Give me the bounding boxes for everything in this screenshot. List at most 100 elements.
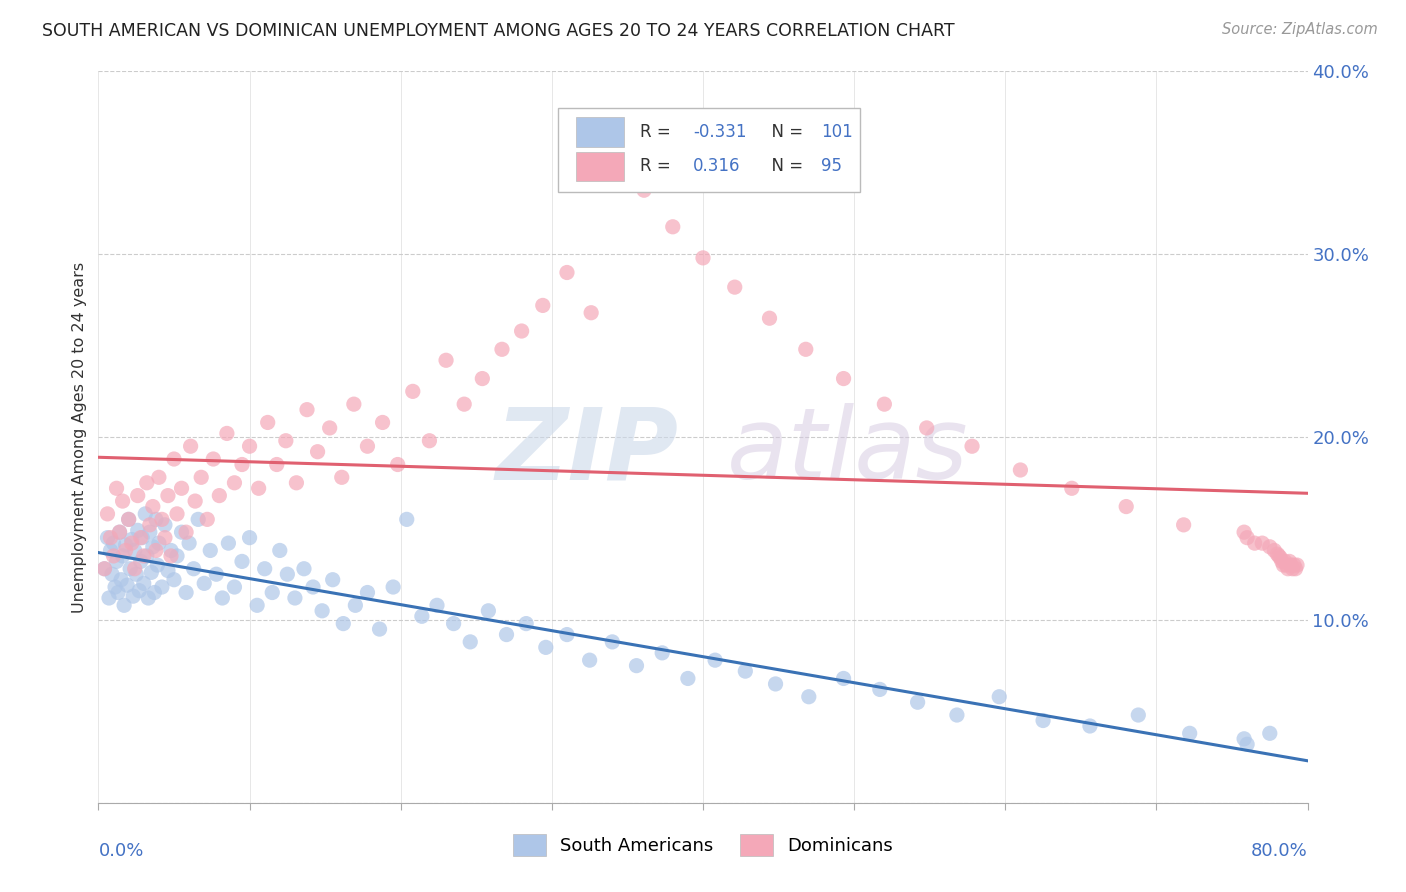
Point	[387, 458, 409, 472]
Point	[174, 585, 197, 599]
Text: R =: R =	[640, 158, 682, 176]
Point	[166, 549, 188, 563]
Point	[111, 494, 134, 508]
Point	[132, 549, 155, 563]
Point	[318, 421, 340, 435]
Point	[170, 525, 193, 540]
Point	[1281, 562, 1303, 576]
Point	[262, 585, 284, 599]
Point	[344, 599, 367, 613]
Text: ZIP: ZIP	[496, 403, 679, 500]
Point	[184, 494, 207, 508]
Point	[395, 512, 418, 526]
Point	[1236, 531, 1258, 545]
Point	[153, 531, 176, 545]
Point	[111, 549, 134, 563]
Point	[1236, 737, 1258, 751]
Point	[187, 512, 209, 526]
Text: R =: R =	[640, 123, 676, 141]
Point	[231, 554, 253, 568]
Point	[253, 562, 276, 576]
Point	[101, 567, 124, 582]
Point	[661, 219, 683, 234]
Point	[411, 609, 433, 624]
Point	[121, 536, 143, 550]
Point	[105, 481, 128, 495]
Point	[105, 554, 128, 568]
Point	[142, 500, 165, 514]
Point	[100, 531, 122, 545]
Point	[534, 640, 557, 655]
Point	[1285, 558, 1308, 573]
Point	[555, 627, 578, 641]
Point	[139, 517, 162, 532]
Point	[139, 525, 162, 540]
Point	[150, 580, 173, 594]
Point	[915, 421, 938, 435]
Point	[330, 470, 353, 484]
Text: atlas: atlas	[727, 403, 969, 500]
Point	[274, 434, 297, 448]
Point	[160, 543, 183, 558]
Point	[122, 589, 145, 603]
Point	[145, 543, 167, 558]
Point	[132, 576, 155, 591]
Point	[217, 536, 239, 550]
Point	[332, 616, 354, 631]
Point	[200, 543, 222, 558]
Point	[471, 371, 494, 385]
Point	[382, 580, 405, 594]
Point	[202, 452, 225, 467]
Point	[231, 458, 253, 472]
Point	[797, 690, 820, 704]
Point	[153, 517, 176, 532]
Point	[1060, 481, 1083, 495]
Text: SOUTH AMERICAN VS DOMINICAN UNEMPLOYMENT AMONG AGES 20 TO 24 YEARS CORRELATION C: SOUTH AMERICAN VS DOMINICAN UNEMPLOYMENT…	[42, 22, 955, 40]
Point	[356, 439, 378, 453]
Point	[510, 324, 533, 338]
Point	[118, 512, 141, 526]
Point	[215, 426, 238, 441]
Point	[247, 481, 270, 495]
Point	[477, 604, 499, 618]
Point	[179, 536, 201, 550]
Point	[758, 311, 780, 326]
Point	[1279, 558, 1302, 573]
Point	[724, 280, 747, 294]
Point	[602, 635, 624, 649]
Point	[134, 507, 156, 521]
Point	[495, 627, 517, 641]
Point	[426, 599, 449, 613]
Point	[1010, 463, 1032, 477]
Point	[163, 573, 186, 587]
Point	[626, 658, 648, 673]
Point	[311, 604, 333, 618]
Point	[190, 470, 212, 484]
Point	[453, 397, 475, 411]
Point	[107, 585, 129, 599]
Point	[515, 616, 537, 631]
Point	[1270, 550, 1292, 565]
Point	[443, 616, 465, 631]
Point	[284, 591, 307, 605]
Point	[1032, 714, 1054, 728]
Point	[704, 653, 727, 667]
Point	[148, 470, 170, 484]
Point	[156, 564, 179, 578]
Point	[148, 536, 170, 550]
Point	[110, 573, 132, 587]
Point	[555, 266, 578, 280]
Point	[166, 507, 188, 521]
Point	[239, 439, 262, 453]
Point	[988, 690, 1011, 704]
Point	[156, 489, 179, 503]
Point	[1258, 540, 1281, 554]
Point	[114, 543, 136, 558]
Point	[302, 580, 325, 594]
Point	[104, 580, 127, 594]
Point	[114, 538, 136, 552]
Point	[1178, 726, 1201, 740]
Point	[1258, 726, 1281, 740]
Point	[946, 708, 969, 723]
Point	[131, 531, 153, 545]
